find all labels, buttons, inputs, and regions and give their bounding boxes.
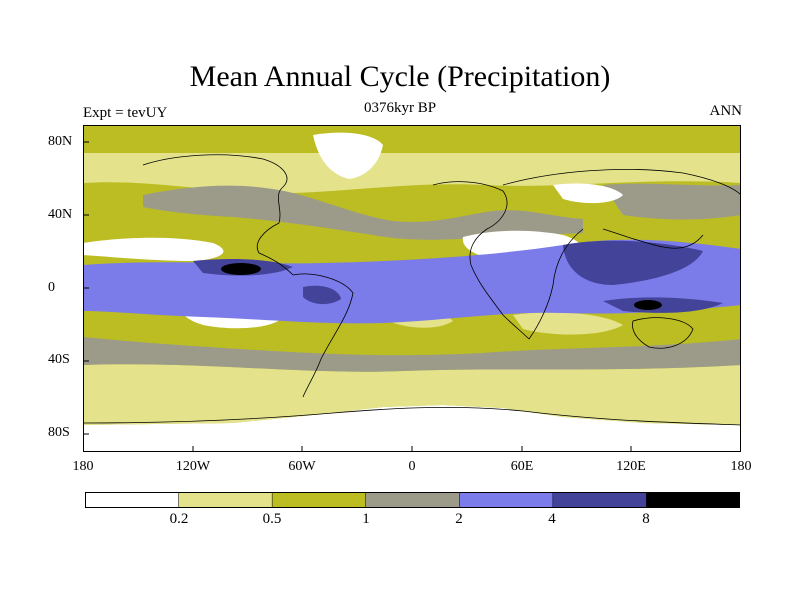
precipitation-map [83,125,741,452]
colorbar-label: 0.2 [169,511,189,527]
spcz-heavy-rain [603,297,723,313]
colorbar-border [85,492,740,508]
y-tick-label: 40N [48,207,73,222]
east-pacific-max [221,263,261,275]
x-tick-label: 120E [616,459,646,474]
greenland-dry-region [313,132,383,179]
colorbar-swatch [85,492,180,508]
colorbar-swatch [552,492,648,508]
colorbar-swatch [271,492,367,508]
x-tick-label: 0 [408,459,416,474]
x-tick-label: 180 [730,459,752,474]
axis-ticks [83,141,632,452]
x-tick-label: 120W [175,459,211,474]
x-tick-label: 60E [510,459,534,474]
colorbar-swatch [459,492,554,508]
y-tick-label: 80S [48,425,70,440]
chart-title: Mean Annual Cycle (Precipitation) [189,60,611,93]
southern-ocean-band [83,364,741,425]
colorbar-label: 2 [455,511,463,527]
central-asia-dry-region [553,183,623,204]
y-tick-label: 40S [48,352,70,367]
y-tick-label: 0 [48,280,55,295]
colorbar-label: 1 [362,511,370,527]
north-pacific-subtropical-dry [83,237,224,261]
amazon-heavy-rain [303,285,341,305]
colorbar-swatch [365,492,461,508]
southern-storm-track [83,337,741,372]
maritime-continent-max [634,300,662,310]
coastlines [83,154,741,426]
x-tick-label: 180 [72,459,94,474]
north-pacific-storm-track [603,183,741,220]
colorbar-label: 0.5 [262,511,282,527]
colorbar-label: 4 [548,511,556,527]
colorbar-swatch [646,492,740,508]
season-label: ANN [709,103,743,119]
x-tick-label: 60W [288,459,316,474]
warm-pool-heavy-rain [563,240,703,285]
south-indian-dry [513,312,623,335]
colorbar [85,492,740,508]
y-tick-label: 80N [48,134,73,149]
northern-storm-track [143,185,583,240]
colorbar-label: 8 [642,511,650,527]
experiment-label: Expt = tevUY [83,105,168,121]
chart-subtitle: 0376kyr BP [363,100,437,116]
antarctic-dry-region [83,405,741,452]
arctic-dry-band [83,153,741,194]
colorbar-swatch [178,492,273,508]
